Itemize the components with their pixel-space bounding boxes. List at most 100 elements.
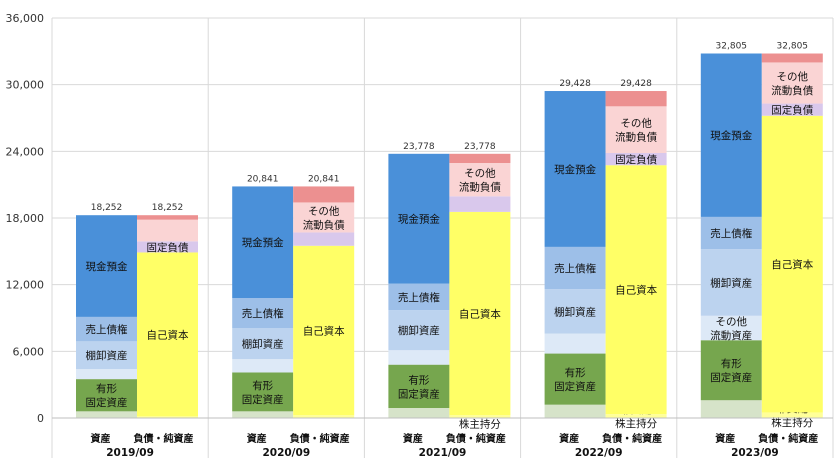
bar-label-assets: 資産 bbox=[91, 432, 111, 445]
total-label-assets: 23,778 bbox=[403, 142, 435, 152]
bar-label-liabilities: 負債・純資産 bbox=[290, 432, 350, 445]
segment-label-other_current_liab: その他流動負債 bbox=[615, 117, 657, 144]
y-tick-label: 18,000 bbox=[6, 212, 45, 225]
bar-segment-payables bbox=[605, 91, 667, 107]
bar-label-assets: 資産 bbox=[715, 432, 735, 445]
bar-segment-equity bbox=[449, 211, 511, 416]
bar-segment-receivables bbox=[76, 316, 137, 342]
total-label-assets: 20,841 bbox=[247, 174, 279, 184]
category-label: 2020/09 bbox=[262, 447, 310, 459]
total-label-assets: 29,428 bbox=[559, 79, 591, 89]
bar-segment-other_current bbox=[232, 359, 294, 373]
total-label-liabilities: 23,778 bbox=[464, 142, 496, 152]
bar-segment-cash bbox=[76, 215, 137, 317]
bar-segment-other_current_liab bbox=[605, 106, 667, 153]
bar-segment-inventory bbox=[544, 289, 606, 334]
segment-label-receivables: 売上債権 bbox=[554, 262, 596, 275]
bar-segment-receivables bbox=[700, 216, 762, 250]
bar-label-liabilities: 負債・純資産 bbox=[134, 432, 194, 445]
segment-label-receivables: 売上債権 bbox=[242, 307, 284, 320]
bar-segment-other_fixed bbox=[76, 411, 137, 418]
bar-label-assets: 資産 bbox=[559, 432, 579, 445]
bar-segment-other_current_liab bbox=[449, 163, 511, 197]
bar-segment-inventory bbox=[76, 341, 137, 370]
category-label: 2021/09 bbox=[419, 447, 467, 459]
bar-segment-equity bbox=[293, 245, 355, 416]
bar-segment-equity bbox=[605, 165, 667, 415]
segment-label-inventory: 棚卸資産 bbox=[554, 305, 596, 318]
segment-label-tangible_fixed: 有形固定資産 bbox=[86, 382, 128, 409]
segment-label-cash: 現金預金 bbox=[86, 260, 128, 273]
segment-label-inventory: 棚卸資産 bbox=[710, 276, 752, 289]
bar-segment-payables bbox=[137, 215, 198, 220]
bar-segment-fixed_liab bbox=[761, 103, 823, 116]
bar-segment-other_current_liab bbox=[293, 202, 355, 233]
bar-segment-equity bbox=[137, 252, 198, 417]
bar-segment-tangible_fixed bbox=[76, 379, 137, 412]
segment-label-cash: 現金預金 bbox=[710, 129, 752, 142]
segment-label-equity: 自己資本 bbox=[147, 328, 189, 341]
bar-segment-inventory bbox=[700, 249, 762, 316]
segment-label-inventory: 棚卸資産 bbox=[242, 338, 284, 351]
segment-label-tangible_fixed: 有形固定資産 bbox=[242, 379, 284, 406]
segment-label-other_current: その他流動資産 bbox=[710, 315, 752, 342]
bar-segment-cash bbox=[700, 53, 762, 217]
y-tick-label: 0 bbox=[37, 412, 44, 425]
total-label-liabilities: 18,252 bbox=[152, 203, 184, 213]
total-label-liabilities: 29,428 bbox=[620, 79, 652, 89]
segment-label-cash: 現金預金 bbox=[398, 213, 440, 226]
bar-segment-other_fixed bbox=[388, 408, 450, 418]
segment-label-equity: 自己資本 bbox=[615, 284, 657, 297]
bar-segment-other_fixed bbox=[232, 411, 294, 418]
bar-segment-other_fixed bbox=[544, 404, 606, 418]
bar-label-assets: 資産 bbox=[403, 432, 423, 445]
bar-segment-noncontrolling bbox=[293, 415, 355, 418]
bar-segment-receivables bbox=[388, 283, 450, 311]
bar-label-liabilities: 負債・純資産 bbox=[602, 432, 662, 445]
bar-segment-receivables bbox=[232, 298, 294, 328]
segment-label-fixed_liab: 固定負債 bbox=[147, 241, 189, 254]
segment-label-other_current_liab: その他流動負債 bbox=[771, 70, 813, 97]
bar-label-assets: 資産 bbox=[247, 432, 267, 445]
bar-segment-payables bbox=[761, 53, 823, 63]
bar-segment-payables bbox=[293, 186, 355, 203]
bar-segment-noncontrolling bbox=[137, 416, 198, 418]
segment-label-fixed_liab: 固定負債 bbox=[615, 153, 657, 166]
y-tick-label: 6,000 bbox=[13, 345, 45, 358]
bar-segment-other_current bbox=[544, 333, 606, 354]
total-label-assets: 18,252 bbox=[91, 203, 123, 213]
bar-segment-tangible_fixed bbox=[232, 372, 294, 412]
segment-label-receivables: 売上債権 bbox=[398, 291, 440, 304]
segment-label-receivables: 売上債権 bbox=[710, 227, 752, 240]
segment-label-other_current_liab: その他流動負債 bbox=[303, 204, 345, 231]
y-tick-label: 36,000 bbox=[6, 12, 45, 25]
segment-label-equity: 自己資本 bbox=[771, 258, 813, 271]
bar-segment-equity bbox=[761, 115, 823, 413]
bar-segment-tangible_fixed bbox=[700, 340, 762, 401]
y-tick-label: 30,000 bbox=[6, 79, 45, 92]
bar-segment-cash bbox=[232, 186, 294, 298]
bar-segment-noncontrolling bbox=[761, 412, 823, 418]
category-label: 2023/09 bbox=[731, 447, 779, 459]
segment-label-tangible_fixed: 有形固定資産 bbox=[554, 366, 596, 393]
segment-label-equity: 自己資本 bbox=[303, 325, 345, 338]
segment-label-inventory: 棚卸資産 bbox=[86, 349, 128, 362]
bar-label-liabilities: 負債・純資産 bbox=[758, 432, 818, 445]
bar-segment-tangible_fixed bbox=[388, 364, 450, 408]
total-label-liabilities: 32,805 bbox=[777, 42, 809, 52]
segment-label-fixed_liab: 固定負債 bbox=[771, 104, 813, 117]
bar-label-liabilities: 負債・純資産 bbox=[446, 432, 506, 445]
bar-segment-other_current_liab bbox=[761, 62, 823, 104]
category-label: 2022/09 bbox=[575, 447, 623, 459]
total-label-liabilities: 20,841 bbox=[308, 174, 340, 184]
bar-segment-cash bbox=[388, 153, 450, 284]
segment-label-cash: 現金預金 bbox=[242, 236, 284, 249]
bar-segment-noncontrolling bbox=[605, 414, 667, 418]
bar-segment-tangible_fixed bbox=[544, 353, 606, 405]
y-tick-label: 12,000 bbox=[6, 279, 45, 292]
y-tick-label: 24,000 bbox=[6, 145, 45, 158]
bar-segment-inventory bbox=[232, 328, 294, 360]
bar-segment-payables bbox=[449, 153, 511, 163]
